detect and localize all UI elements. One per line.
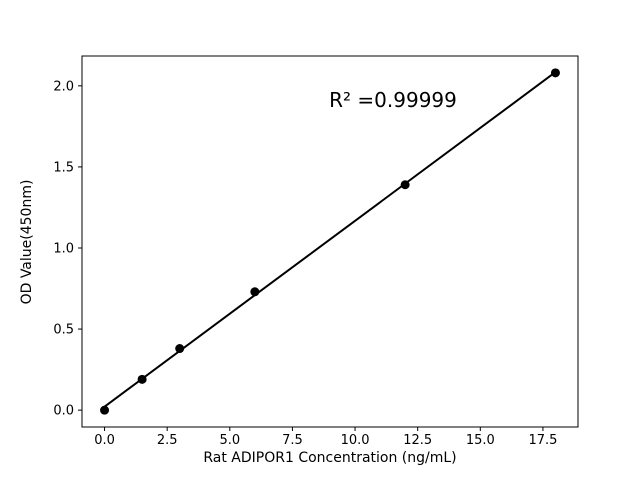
y-tick-label: 2.0 — [53, 79, 74, 94]
x-tick-label: 12.5 — [403, 433, 432, 448]
x-tick-label: 10.0 — [341, 433, 370, 448]
data-point — [550, 68, 560, 78]
x-tick-label: 5.0 — [219, 433, 240, 448]
y-tick-label: 1.0 — [53, 241, 74, 256]
data-point — [175, 344, 185, 354]
y-tick-label: 0.0 — [53, 404, 74, 419]
x-tick-label: 15.0 — [466, 433, 495, 448]
data-point — [400, 180, 410, 190]
x-axis-label: Rat ADIPOR1 Concentration (ng/mL) — [203, 450, 457, 466]
axes-frame — [81, 55, 579, 428]
y-axis-label: OD Value(450nm) — [19, 179, 35, 305]
r-squared-annotation: R² =0.99999 — [329, 88, 457, 112]
x-tick-label: 2.5 — [157, 433, 178, 448]
x-tick-label: 7.5 — [282, 433, 303, 448]
data-point — [137, 374, 147, 384]
x-tick-label: 0.0 — [94, 433, 115, 448]
data-point — [100, 405, 110, 415]
data-point — [250, 287, 260, 297]
y-tick-label: 1.5 — [53, 160, 74, 175]
y-tick-label: 0.5 — [53, 323, 74, 338]
x-tick-label: 17.5 — [528, 433, 557, 448]
